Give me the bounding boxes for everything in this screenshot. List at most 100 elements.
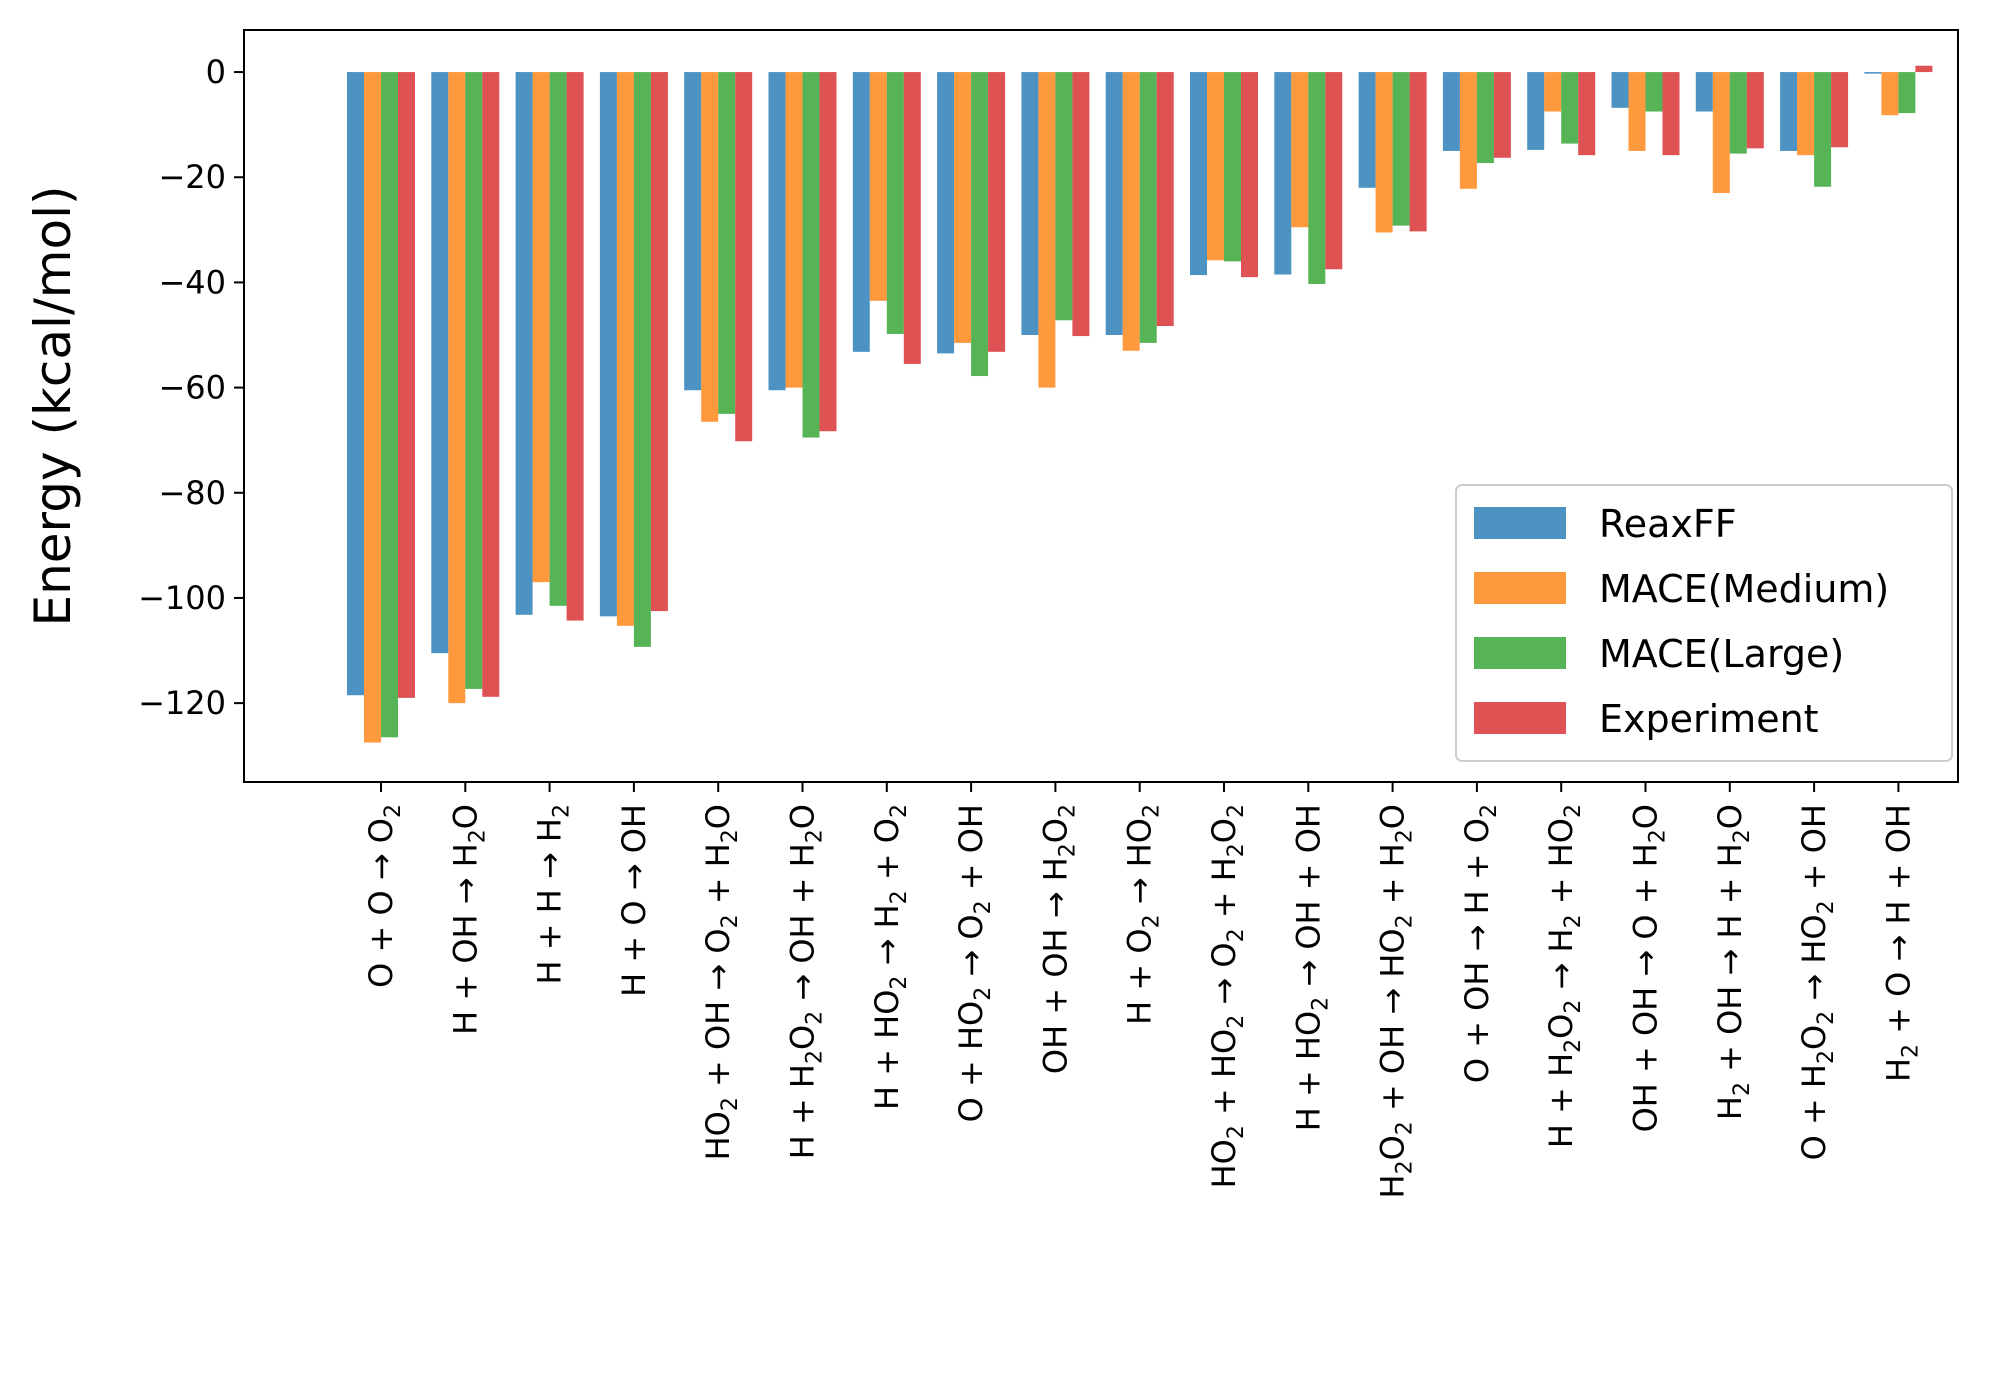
- bar-2-12: [1392, 72, 1410, 226]
- x-tick-label: H + OH → H2O: [446, 804, 490, 1035]
- bar-0-3: [599, 72, 617, 617]
- bar-0-0: [347, 72, 364, 696]
- legend-swatch-3: [1474, 702, 1566, 734]
- y-tick-label: −80: [158, 474, 226, 512]
- bar-2-2: [549, 72, 567, 606]
- y-axis: 0 −20 −40 −60 −80 −100 −120: [138, 53, 244, 722]
- bar-3-4: [735, 72, 753, 442]
- x-tick-label: HO2 + OH → O2 + H2O: [699, 804, 743, 1160]
- bar-1-0: [364, 72, 381, 743]
- bar-0-4: [684, 72, 702, 391]
- bar-2-6: [886, 72, 904, 334]
- bar-3-9: [1156, 72, 1174, 327]
- bar-1-4: [701, 72, 719, 422]
- x-tick-label: O + OH → H + O2: [1458, 804, 1502, 1083]
- bar-3-7: [988, 72, 1006, 352]
- bar-3-15: [1662, 72, 1680, 156]
- bar-2-16: [1729, 72, 1747, 154]
- x-tick-label: OH + OH → O + H2O: [1627, 804, 1671, 1132]
- bar-3-1: [482, 72, 500, 697]
- bar-1-15: [1628, 72, 1646, 151]
- x-tick-label: O + H2O2 → HO2 + OH: [1795, 804, 1839, 1160]
- bar-0-11: [1274, 72, 1292, 275]
- legend-label-0: ReaxFF: [1599, 502, 1737, 546]
- bar-1-5: [785, 72, 803, 388]
- bar-3-11: [1325, 72, 1343, 270]
- bar-2-8: [1055, 72, 1073, 321]
- x-tick-label: O + O → O2: [362, 804, 406, 988]
- bar-0-10: [1190, 72, 1207, 276]
- bar-3-16: [1746, 72, 1764, 149]
- y-tick-label: −100: [138, 579, 226, 617]
- bar-0-16: [1695, 72, 1713, 112]
- bar-2-3: [633, 72, 651, 647]
- bar-0-5: [768, 72, 786, 391]
- x-tick-label: OH + OH → H2O2: [1036, 804, 1080, 1074]
- bar-0-18: [1864, 72, 1882, 74]
- bar-3-17: [1831, 72, 1849, 148]
- bar-3-2: [566, 72, 584, 621]
- bar-1-13: [1459, 72, 1477, 189]
- bar-1-8: [1038, 72, 1056, 388]
- bar-3-10: [1241, 72, 1258, 278]
- x-tick-label: H + O → OH: [615, 804, 653, 997]
- legend-swatch-0: [1474, 507, 1566, 539]
- bar-1-17: [1797, 72, 1815, 156]
- y-tick-label: −60: [158, 369, 226, 407]
- bar-2-4: [718, 72, 736, 414]
- legend-label-2: MACE(Large): [1599, 632, 1844, 676]
- bar-0-1: [431, 72, 449, 654]
- legend-label-1: MACE(Medium): [1599, 567, 1889, 611]
- x-tick-label: HO2 + HO2 → O2 + H2O2: [1205, 804, 1249, 1188]
- bar-3-13: [1493, 72, 1511, 158]
- bar-marks: [347, 65, 1933, 743]
- x-tick-label: H + HO2 → OH + OH: [1289, 804, 1333, 1131]
- plot-frame: [243, 29, 1959, 783]
- bar-3-5: [819, 72, 837, 432]
- bar-2-18: [1898, 72, 1916, 114]
- bar-1-1: [448, 72, 466, 704]
- legend-swatch-2: [1474, 637, 1566, 669]
- y-axis-title: Energy (kcal/mol): [24, 186, 82, 627]
- y-tick-label: 0: [206, 53, 226, 91]
- bar-0-12: [1358, 72, 1376, 188]
- bar-2-13: [1476, 72, 1494, 164]
- bar-0-13: [1442, 72, 1460, 151]
- bar-2-10: [1224, 72, 1241, 262]
- bar-3-14: [1578, 72, 1596, 156]
- bar-0-14: [1527, 72, 1545, 150]
- bar-1-6: [869, 72, 887, 301]
- bar-3-8: [1072, 72, 1090, 337]
- x-tick-label: H + H2O2 → OH + H2O: [784, 804, 828, 1159]
- bar-2-1: [465, 72, 483, 689]
- legend-label-3: Experiment: [1599, 697, 1819, 741]
- bar-3-12: [1409, 72, 1427, 232]
- bar-0-15: [1611, 72, 1629, 108]
- bar-0-6: [852, 72, 870, 352]
- bar-1-7: [954, 72, 972, 343]
- x-tick-label: H + O2 → HO2: [1121, 804, 1165, 1025]
- y-tick-label: −40: [158, 263, 226, 301]
- bar-2-7: [971, 72, 989, 377]
- bar-0-9: [1105, 72, 1123, 336]
- bar-0-2: [515, 72, 533, 615]
- x-tick-label: H + H2O2 → H2 + HO2: [1542, 804, 1586, 1148]
- bar-2-11: [1308, 72, 1326, 284]
- bar-3-6: [903, 72, 921, 364]
- x-tick-label: O + HO2 → O2 + OH: [952, 804, 996, 1122]
- bar-1-11: [1291, 72, 1309, 228]
- bar-1-9: [1122, 72, 1140, 351]
- y-tick-label: −20: [158, 158, 226, 196]
- bar-2-17: [1814, 72, 1832, 187]
- legend: ReaxFF MACE(Medium) MACE(Large) Experiment: [1455, 484, 1953, 762]
- bar-1-2: [532, 72, 550, 583]
- bar-1-18: [1881, 72, 1899, 116]
- bar-3-3: [650, 72, 668, 612]
- x-axis: O + O → O2 H + OH → H2O H + H → H2 H + O → …: [362, 782, 1923, 1198]
- bar-1-12: [1375, 72, 1393, 233]
- bar-2-0: [381, 72, 398, 738]
- bar-1-10: [1207, 72, 1224, 261]
- bar-0-8: [1021, 72, 1039, 336]
- x-tick-label: H2 + O → H + OH: [1879, 804, 1923, 1082]
